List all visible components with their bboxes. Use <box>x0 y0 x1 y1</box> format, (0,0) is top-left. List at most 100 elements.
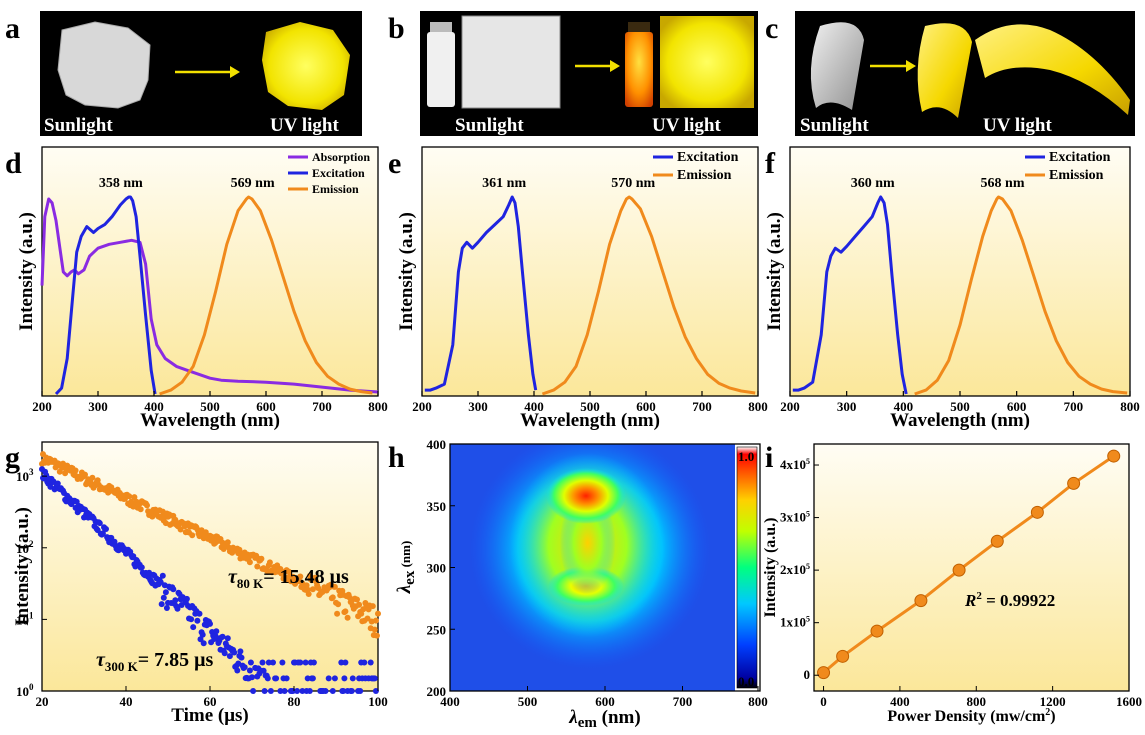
x-tick-label-h: 600 <box>595 694 615 709</box>
data-point-g <box>266 559 273 566</box>
data-point-g <box>340 688 347 694</box>
data-point-g <box>305 591 312 597</box>
photo-b-vial-uv <box>625 32 653 107</box>
x-axis-label-h: λem (nm) <box>568 707 640 731</box>
series-f-emission <box>914 195 1128 396</box>
x-tick-label-h: 800 <box>748 694 768 709</box>
chart-h: 1.0 0.0 400 500 600 700 800 200 250 300 350 400 λem … <box>394 437 768 731</box>
data-point-g <box>172 516 179 523</box>
x-tick-label-h: 500 <box>518 694 538 709</box>
y-tick-label-i: 0 <box>804 667 811 682</box>
colorbar-max-label: 1.0 <box>738 449 754 464</box>
peak-label-emission-e: 570 nm <box>611 176 655 191</box>
photo-a-label-left: Sunlight <box>44 115 113 136</box>
series-f-excitation <box>792 195 908 395</box>
x-tick-label-i: 1200 <box>1040 694 1066 709</box>
x-tick-label-g: 80 <box>288 694 301 709</box>
x-tick-label-i: 1600 <box>1116 694 1142 709</box>
data-point-g <box>126 493 133 500</box>
y-tick-label-h: 300 <box>427 561 447 576</box>
data-point-g <box>200 640 207 647</box>
panel-b: b Sunlight UV light <box>388 11 758 136</box>
x-axis-label-d: Wavelength (nm) <box>140 410 280 431</box>
panel-label-e: e <box>388 147 401 180</box>
data-point-g <box>364 615 371 622</box>
panel-a: a Sunlight UV light <box>5 11 362 136</box>
data-point-g <box>294 688 301 694</box>
series-d-excitation <box>54 195 157 396</box>
data-point-g <box>344 614 351 621</box>
y-tick-label-i: 4x105 <box>780 457 810 472</box>
panel-label-g: g <box>5 441 20 474</box>
annotation-r2: R2 = 0.99922 <box>964 590 1055 610</box>
x-axis-label-g: Time (μs) <box>171 705 248 726</box>
data-point-g <box>348 688 355 694</box>
plot-area-i <box>813 443 1130 692</box>
data-point-g <box>159 572 166 579</box>
x-tick-label-h: 400 <box>440 694 460 709</box>
data-point-g <box>224 539 231 546</box>
y-tick-label-i: 2x105 <box>780 562 810 577</box>
series-d-emission <box>159 195 373 396</box>
photo-b-label-right: UV light <box>652 115 721 136</box>
data-point-g <box>160 594 167 601</box>
data-point-g <box>246 559 253 566</box>
x-tick-label-d: 800 <box>368 399 388 414</box>
photo-b-vial-cap-uv <box>628 22 650 32</box>
plot-area-d <box>41 146 379 397</box>
peak-label-emission-f: 568 nm <box>981 176 1025 191</box>
data-point-g <box>356 601 363 608</box>
x-tick-label-e: 600 <box>636 399 656 414</box>
data-point-g <box>371 675 378 682</box>
x-tick-label-g: 60 <box>204 694 217 709</box>
x-axis-label-i: Power Density (mw/cm2) <box>887 707 1055 725</box>
data-point-g <box>297 573 304 580</box>
data-point-g <box>338 659 345 666</box>
data-point-i <box>990 534 1004 548</box>
panel-label-a: a <box>5 12 20 45</box>
data-point-i <box>870 624 884 638</box>
legend-label-f-emission: Emission <box>1049 168 1104 183</box>
colorbar <box>736 446 758 689</box>
data-point-g <box>354 596 360 603</box>
peak-label-excitation-f: 360 nm <box>851 176 895 191</box>
data-point-g <box>170 586 177 593</box>
legend-label-f-excitation: Excitation <box>1049 150 1111 165</box>
data-point-g <box>325 675 332 682</box>
legend-label-d-absorption: Absorption <box>312 150 370 164</box>
data-point-g <box>281 688 288 694</box>
data-point-g <box>158 601 165 608</box>
legend-label-d-excitation: Excitation <box>312 166 365 180</box>
x-tick-label-i: 400 <box>890 694 910 709</box>
data-point-g <box>249 674 255 681</box>
y-axis-label-i: Intensity (a.u.) <box>762 517 779 617</box>
y-axis-label-h: λex (nm) <box>394 541 418 595</box>
x-tick-label-f: 200 <box>780 399 800 414</box>
data-point-g <box>137 506 144 513</box>
x-tick-label-i: 800 <box>967 694 987 709</box>
data-point-g <box>367 659 374 666</box>
y-tick-label-g: 101 <box>16 610 34 627</box>
data-point-g <box>306 688 313 694</box>
x-tick-label-h: 700 <box>673 694 693 709</box>
data-point-g <box>277 566 284 572</box>
annotation-tau-80k: τ80 K= 15.48 μs <box>228 566 349 591</box>
x-tick-label-f: 400 <box>894 399 914 414</box>
data-point-g <box>309 586 316 593</box>
photo-b-film-daylight <box>461 15 561 109</box>
data-point-g <box>341 675 348 682</box>
peak-label-excitation-e: 361 nm <box>482 176 526 191</box>
x-tick-label-f: 300 <box>837 399 857 414</box>
data-point-g <box>72 467 79 474</box>
data-point-g <box>331 583 338 590</box>
x-axis-label-e: Wavelength (nm) <box>520 410 660 431</box>
data-point-g <box>264 675 271 682</box>
data-point-g <box>237 648 244 655</box>
plot-area-e <box>421 146 759 397</box>
x-tick-label-g: 40 <box>120 694 133 709</box>
data-point-g <box>196 610 203 617</box>
chart-i: 0 400 800 1200 1600 0 1x105 2x105 3x105 4x105 Powe… <box>762 443 1142 725</box>
photo-b-vial-cap-daylight <box>430 22 452 32</box>
